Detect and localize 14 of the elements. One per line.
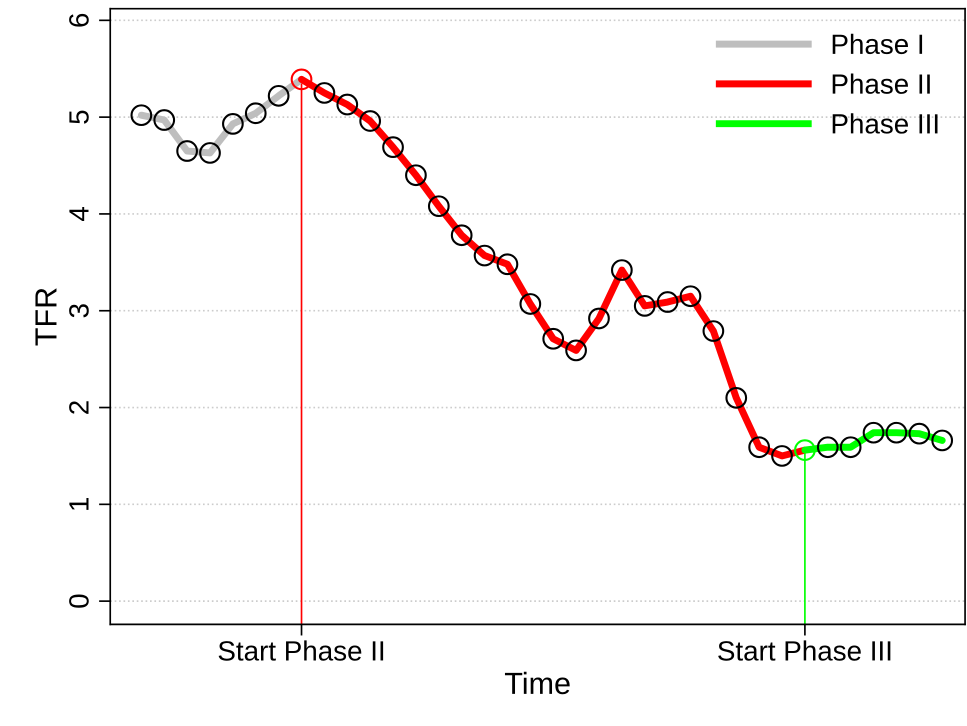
legend-label: Phase III [832, 113, 938, 134]
x-tick-label: Start Phase II [218, 640, 384, 661]
y-tick-label: 5 [69, 110, 89, 124]
y-tick-label: 4 [69, 207, 88, 222]
x-axis-title: Time [504, 672, 570, 694]
y-axis-title: TFR [35, 288, 56, 346]
y-tick-label: 3 [69, 304, 89, 318]
legend-label: Phase II [832, 73, 930, 94]
y-tick-label: 2 [69, 401, 88, 414]
y-tick-label: 1 [69, 498, 88, 510]
x-tick-label: Start Phase III [718, 640, 890, 661]
legend-label: Phase I [832, 34, 922, 54]
y-tick-label: 0 [69, 594, 89, 608]
y-tick-label: 6 [69, 14, 89, 27]
